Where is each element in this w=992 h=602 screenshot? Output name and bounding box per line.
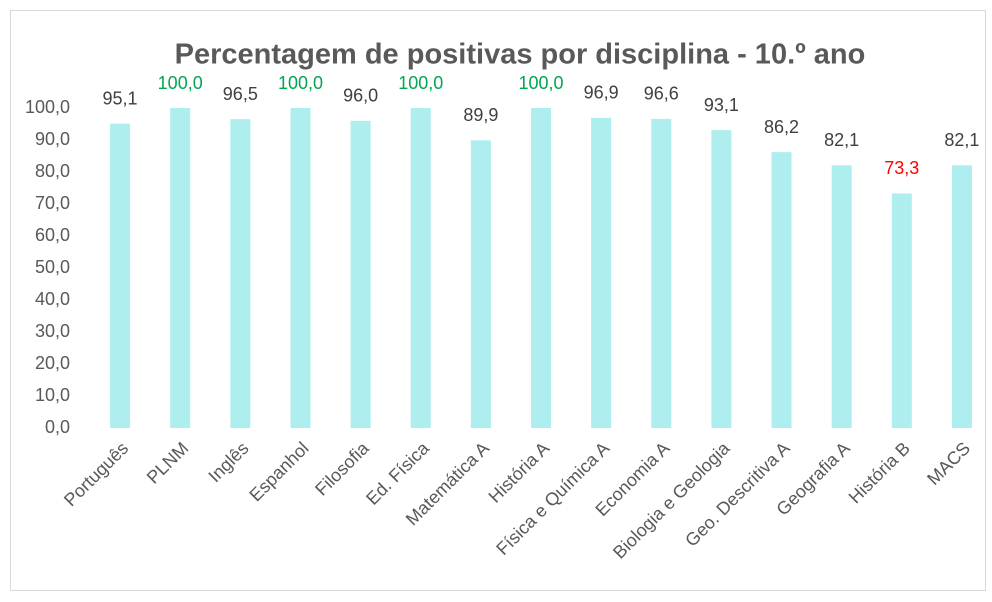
bar [410, 108, 431, 428]
data-label: 86,2 [764, 117, 799, 137]
data-label: 96,0 [343, 86, 378, 106]
bar [771, 152, 792, 428]
y-tick-label: 80,0 [35, 161, 70, 181]
data-label: 100,0 [398, 73, 443, 93]
data-label: 96,5 [223, 84, 258, 104]
bar [591, 117, 612, 429]
y-tick-label: 0,0 [45, 417, 70, 437]
bar [290, 108, 311, 428]
data-label: 96,9 [584, 83, 619, 103]
data-label: 82,1 [824, 130, 859, 150]
bar [651, 118, 672, 428]
data-label: 82,1 [944, 130, 979, 150]
bar [110, 123, 131, 429]
y-tick-label: 100,0 [25, 97, 70, 117]
data-label: 93,1 [704, 95, 739, 115]
y-tick-label: 60,0 [35, 225, 70, 245]
bar [230, 119, 251, 428]
bar [711, 130, 732, 428]
data-label: 100,0 [158, 73, 203, 93]
data-label: 100,0 [518, 73, 563, 93]
data-label: 100,0 [278, 73, 323, 93]
bar [470, 140, 491, 428]
y-tick-label: 20,0 [35, 353, 70, 373]
y-tick-label: 30,0 [35, 321, 70, 341]
bar [831, 165, 852, 428]
y-tick-label: 70,0 [35, 193, 70, 213]
chart-title: Percentagem de positivas por disciplina … [175, 39, 866, 71]
bar [350, 120, 371, 429]
y-tick-label: 90,0 [35, 129, 70, 149]
data-label: 73,3 [884, 158, 919, 178]
bar [951, 165, 972, 428]
data-label: 89,9 [463, 105, 498, 125]
y-tick-label: 40,0 [35, 289, 70, 309]
bar [891, 193, 912, 428]
data-label: 96,6 [644, 84, 679, 104]
data-label: 95,1 [103, 88, 138, 108]
y-tick-label: 10,0 [35, 385, 70, 405]
bar [531, 108, 551, 428]
y-tick-label: 50,0 [35, 257, 70, 277]
bar [170, 108, 191, 428]
